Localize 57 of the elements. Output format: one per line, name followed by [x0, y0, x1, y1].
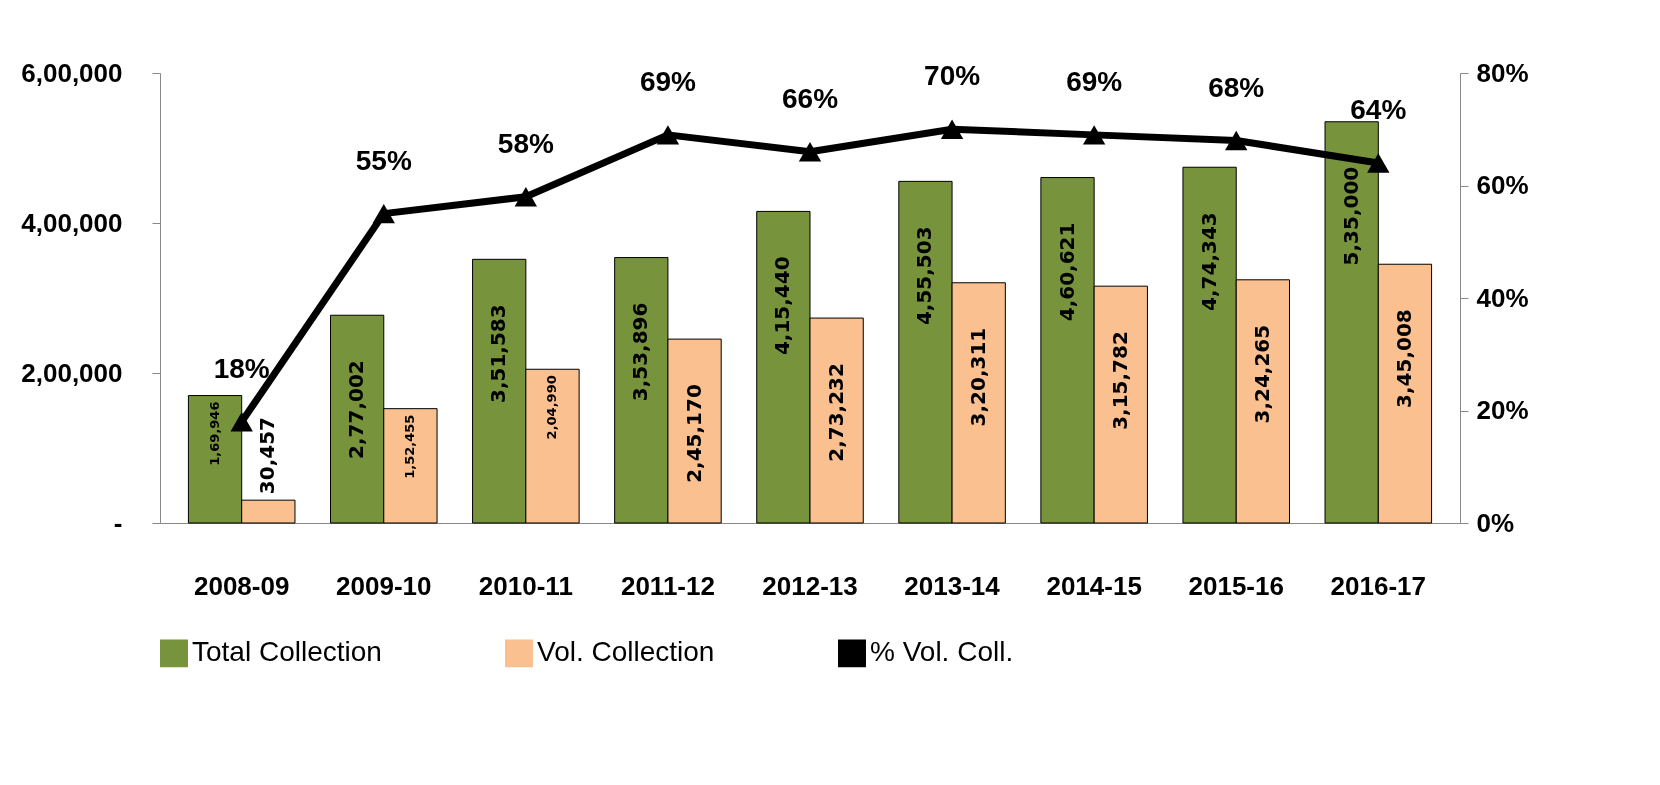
y2-tick-label: 0%	[1476, 507, 1515, 538]
data-label: 3,15,782	[1107, 331, 1132, 430]
data-label: 4,15,440	[770, 256, 795, 356]
data-label: 3,51,583	[486, 304, 511, 404]
point	[940, 119, 964, 139]
data-label: 1,52,455	[402, 414, 418, 479]
x-tick-label: 2010-11	[478, 570, 573, 601]
point	[1367, 153, 1390, 173]
data-label: 2,73,232	[823, 363, 848, 462]
data-label: 3,24,265	[1249, 324, 1274, 424]
data-label: 4,55,503	[912, 226, 937, 326]
data-label: 69%	[639, 65, 697, 97]
data-label: 3,45,008	[1391, 309, 1416, 408]
data-label: 58%	[497, 127, 554, 159]
point	[1082, 125, 1106, 145]
data-label: 2,77,002	[344, 360, 369, 459]
data-label: 69%	[1066, 65, 1123, 97]
data-label: 18%	[213, 352, 270, 384]
x-tick-label: 2014-15	[1046, 570, 1142, 601]
data-label: 66%	[781, 82, 839, 114]
point	[230, 412, 253, 432]
data-label: 5,35,000	[1338, 166, 1363, 266]
data-label: 2,04,990	[544, 375, 560, 440]
x-tick-label: 2009-10	[336, 570, 432, 601]
y2-tick-label: 80%	[1476, 57, 1529, 88]
y2-tick-label: 60%	[1476, 170, 1529, 200]
y-tick-label: 6,00,000	[21, 57, 123, 88]
data-label: 2,45,170	[681, 384, 706, 483]
data-label: 30,457	[255, 416, 280, 495]
data-label: 55%	[355, 144, 412, 176]
x-tick-label: 2008-09	[193, 570, 290, 601]
data-label: 64%	[1350, 94, 1407, 125]
y2-tick-label: 40%	[1476, 282, 1529, 313]
point	[798, 142, 822, 162]
legend-label: % Vol. Coll.	[870, 636, 1014, 668]
data-label: 70%	[924, 60, 981, 92]
data-label: 4,60,621	[1054, 222, 1079, 322]
legend-label: Vol. Collection	[537, 636, 715, 668]
point	[656, 125, 680, 145]
x-tick-label: 2012-13	[762, 570, 858, 601]
data-label: 1,69,946	[207, 401, 223, 466]
legend-label: Total Collection	[192, 636, 382, 668]
data-label: 3,53,896	[628, 302, 653, 402]
x-tick-label: 2016-17	[1330, 570, 1427, 601]
x-tick-label: 2013-14	[904, 570, 1001, 601]
point	[372, 203, 395, 224]
y-tick-label: 2,00,000	[21, 357, 123, 388]
point	[1225, 130, 1248, 151]
point	[514, 187, 538, 207]
x-tick-label: 2011-12	[620, 570, 715, 601]
data-label: 68%	[1208, 71, 1265, 103]
x-tick-label: 2015-16	[1188, 570, 1284, 601]
data-label: 3,20,311	[965, 327, 990, 427]
data-label: 4,74,343	[1196, 212, 1221, 311]
y2-tick-label: 20%	[1476, 395, 1529, 425]
y-tick-label: 4,00,000	[21, 207, 123, 238]
y-tick-label: -	[113, 507, 123, 538]
